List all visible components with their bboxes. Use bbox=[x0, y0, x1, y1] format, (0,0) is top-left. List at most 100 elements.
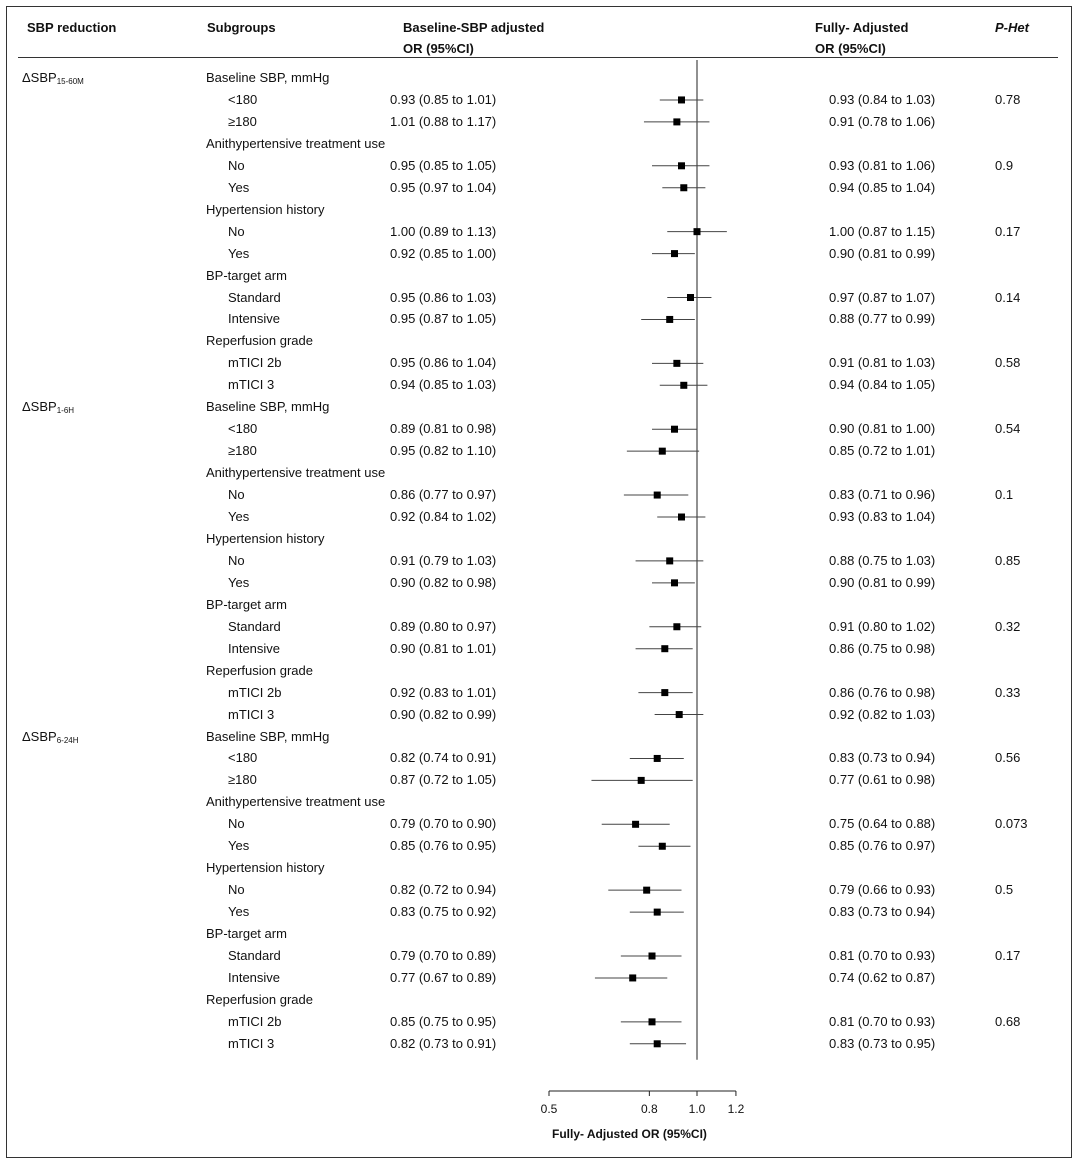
fully-adjusted-or-value: 0.86 (0.75 to 0.98) bbox=[829, 640, 936, 656]
fully-adjusted-or-value: 0.91 (0.80 to 1.02) bbox=[829, 618, 936, 634]
or-point-marker bbox=[671, 579, 679, 587]
or-point-marker bbox=[678, 162, 686, 170]
header-baseline-or-line1: Baseline-SBP adjusted bbox=[403, 20, 545, 35]
subgroup-label: Intensive bbox=[228, 640, 281, 656]
subgroup-label: Intensive bbox=[228, 969, 281, 985]
fully-adjusted-or-value: 0.90 (0.81 to 0.99) bbox=[829, 574, 936, 590]
p-het-value: 0.33 bbox=[995, 684, 1021, 700]
group-title: Hypertension history bbox=[206, 860, 325, 876]
fully-adjusted-or-value: 0.79 (0.66 to 0.93) bbox=[829, 882, 936, 898]
p-het-value: 0.56 bbox=[995, 750, 1021, 766]
subgroup-label: Yes bbox=[228, 509, 250, 524]
fully-adjusted-or-value: 0.77 (0.61 to 0.98) bbox=[829, 772, 936, 788]
fully-adjusted-or-value: 0.97 (0.87 to 1.07) bbox=[829, 289, 936, 305]
or-point-marker bbox=[678, 96, 686, 104]
x-axis-title: Fully- Adjusted OR (95%CI) bbox=[552, 1127, 707, 1141]
section-label-text: ΔSBP bbox=[22, 399, 57, 415]
baseline-or-value: 0.90 (0.82 to 0.98) bbox=[390, 574, 497, 590]
subgroup-label: Yes bbox=[228, 574, 250, 590]
or-point-marker bbox=[680, 381, 688, 389]
group-title: Anithypertensive treatment use bbox=[206, 794, 386, 810]
fully-adjusted-or-value: 0.85 (0.72 to 1.01) bbox=[829, 443, 936, 459]
subgroup-label: <180 bbox=[228, 750, 258, 766]
group-title: BP-target arm bbox=[206, 267, 287, 283]
subgroup-label: Yes bbox=[228, 904, 250, 920]
fully-adjusted-or-value: 0.85 (0.76 to 0.97) bbox=[829, 838, 936, 854]
p-het-value: 0.17 bbox=[995, 948, 1021, 963]
subgroup-label: mTICI 3 bbox=[228, 706, 275, 722]
baseline-or-value: 0.89 (0.80 to 0.97) bbox=[390, 618, 497, 634]
or-point-marker bbox=[632, 820, 640, 828]
or-point-marker bbox=[671, 250, 679, 258]
fully-adjusted-or-value: 0.91 (0.78 to 1.06) bbox=[829, 113, 936, 129]
subgroup-label: Standard bbox=[228, 948, 281, 963]
subgroup-label: No bbox=[228, 882, 245, 898]
header-subgroups: Subgroups bbox=[207, 20, 276, 35]
group-title: Anithypertensive treatment use bbox=[206, 135, 386, 151]
fully-adjusted-or-value: 0.91 (0.81 to 1.03) bbox=[829, 355, 936, 371]
baseline-or-value: 0.95 (0.97 to 1.04) bbox=[390, 179, 497, 195]
p-het-value: 0.32 bbox=[995, 618, 1021, 634]
baseline-or-value: 0.89 (0.81 to 0.98) bbox=[390, 421, 497, 437]
x-tick-label: 1.2 bbox=[728, 1102, 745, 1116]
fully-adjusted-or-value: 0.92 (0.82 to 1.03) bbox=[829, 706, 936, 722]
fully-adjusted-or-value: 0.90 (0.81 to 1.00) bbox=[829, 421, 936, 437]
subgroup-label: Yes bbox=[228, 179, 250, 195]
baseline-or-value: 0.82 (0.72 to 0.94) bbox=[390, 882, 497, 898]
fully-adjusted-or-value: 0.88 (0.75 to 1.03) bbox=[829, 552, 936, 568]
subgroup-label: Yes bbox=[228, 838, 250, 854]
subgroup-label: Intensive bbox=[228, 311, 281, 327]
subgroup-label: ≥180 bbox=[228, 443, 257, 459]
subgroup-label: mTICI 3 bbox=[228, 1035, 275, 1051]
header-sbp-reduction: SBP reduction bbox=[27, 20, 117, 35]
baseline-or-value: 0.87 (0.72 to 1.05) bbox=[390, 772, 497, 788]
section-label-text: ΔSBP bbox=[22, 70, 57, 85]
or-point-marker bbox=[653, 754, 661, 762]
group-title: Anithypertensive treatment use bbox=[206, 465, 386, 481]
or-point-marker bbox=[666, 557, 674, 565]
fully-adjusted-or-value: 0.74 (0.62 to 0.87) bbox=[829, 969, 936, 985]
p-het-value: 0.9 bbox=[995, 157, 1014, 173]
fully-adjusted-or-value: 0.88 (0.77 to 0.99) bbox=[829, 311, 936, 327]
subgroup-label: <180 bbox=[228, 91, 258, 107]
baseline-or-value: 1.01 (0.88 to 1.17) bbox=[390, 113, 497, 129]
fully-adjusted-or-value: 0.83 (0.73 to 0.94) bbox=[829, 750, 936, 766]
p-het-value: 0.68 bbox=[995, 1013, 1021, 1029]
subgroup-label: Standard bbox=[228, 289, 281, 305]
subgroup-label: No bbox=[228, 157, 245, 173]
or-point-marker bbox=[680, 184, 688, 192]
or-point-marker bbox=[648, 1018, 656, 1026]
baseline-or-value: 0.95 (0.82 to 1.10) bbox=[390, 443, 497, 459]
or-point-marker bbox=[678, 513, 686, 521]
baseline-or-value: 0.79 (0.70 to 0.90) bbox=[390, 816, 497, 832]
baseline-or-value: 0.90 (0.82 to 0.99) bbox=[390, 706, 497, 722]
header-baseline-or-line2: OR (95%CI) bbox=[403, 41, 474, 56]
baseline-or-value: 0.82 (0.73 to 0.91) bbox=[390, 1035, 497, 1051]
or-point-marker bbox=[653, 1040, 661, 1048]
header-fully-or-line2: OR (95%CI) bbox=[815, 41, 886, 56]
group-title: Baseline SBP, mmHg bbox=[206, 728, 330, 744]
baseline-or-value: 0.92 (0.83 to 1.01) bbox=[390, 684, 497, 700]
or-point-marker bbox=[673, 359, 681, 367]
fully-adjusted-or-value: 0.81 (0.70 to 0.93) bbox=[829, 1013, 936, 1029]
fully-adjusted-or-value: 0.94 (0.85 to 1.04) bbox=[829, 179, 936, 195]
or-point-marker bbox=[658, 842, 666, 850]
subgroup-label: mTICI 3 bbox=[228, 377, 275, 393]
subgroup-label: No bbox=[228, 223, 245, 239]
or-point-marker bbox=[629, 974, 637, 982]
baseline-or-value: 0.95 (0.87 to 1.05) bbox=[390, 311, 497, 327]
figure-frame bbox=[6, 6, 1072, 1158]
baseline-or-value: 0.95 (0.86 to 1.03) bbox=[390, 289, 497, 305]
subgroup-label: mTICI 2b bbox=[228, 355, 282, 371]
or-point-marker bbox=[661, 689, 669, 697]
or-point-marker bbox=[693, 228, 701, 236]
section-label-subscript: 1-6H bbox=[56, 406, 75, 416]
or-point-marker bbox=[653, 908, 661, 916]
header-rule bbox=[18, 57, 1058, 58]
baseline-or-value: 0.95 (0.86 to 1.04) bbox=[390, 355, 497, 371]
section-label: ΔSBP6-24H bbox=[22, 726, 79, 748]
p-het-value: 0.54 bbox=[995, 421, 1021, 437]
baseline-or-value: 0.85 (0.76 to 0.95) bbox=[390, 838, 497, 854]
p-het-value: 0.17 bbox=[995, 223, 1021, 239]
